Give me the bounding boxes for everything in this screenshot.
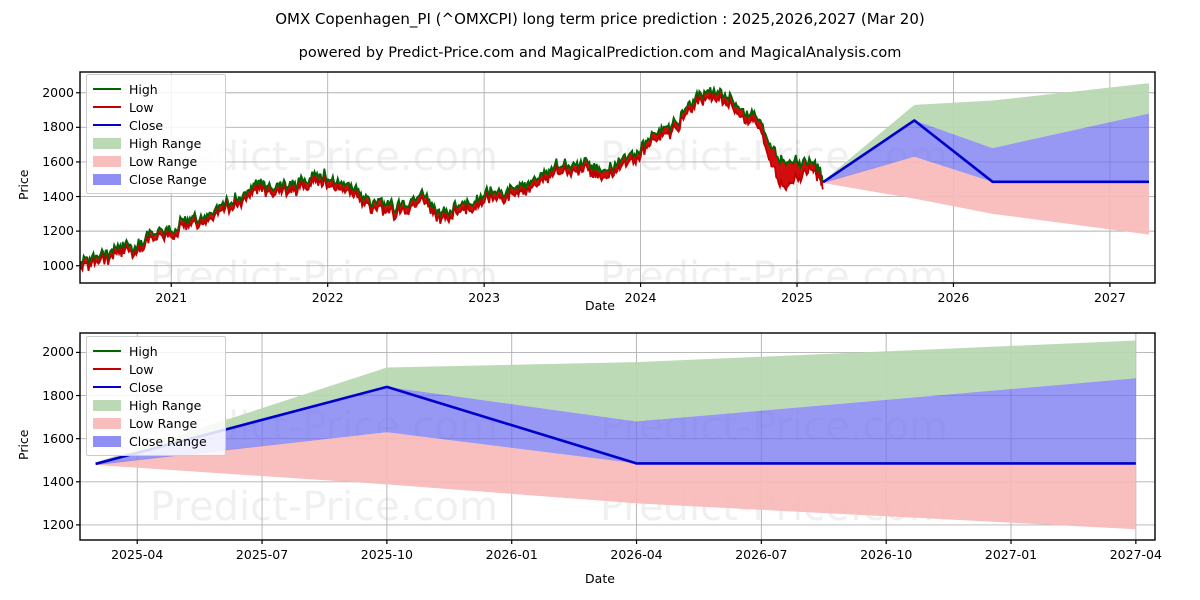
top-chart-x-tick-label: 2024 [624, 290, 657, 305]
bottom-chart-x-tick-label: 2027-04 [1109, 547, 1162, 562]
top-chart-y-tick-label: 1400 [42, 188, 74, 204]
legend-patch-swatch [93, 173, 121, 185]
top-chart-y-tick-label: 1600 [42, 153, 74, 169]
legend-patch-swatch [93, 399, 121, 411]
legend-item-label: Low Range [129, 153, 198, 169]
legend-line-swatch [93, 350, 121, 352]
bottom-chart-x-tick-label: 2026-01 [485, 547, 538, 562]
legend-item-label: Close [129, 117, 164, 133]
top-chart-legend-item: Low [93, 98, 218, 116]
top-chart-x-tick-label: 2022 [311, 290, 344, 305]
legend-patch-swatch [93, 155, 121, 167]
legend-line-swatch [93, 88, 121, 90]
legend-item-label: High Range [129, 135, 202, 151]
bottom-chart-y-tick-label: 1600 [42, 430, 74, 446]
legend-patch-swatch [93, 417, 121, 429]
bottom-chart-y-tick-label: 1200 [42, 516, 74, 532]
svg-text:Predict-Price.com: Predict-Price.com [150, 484, 498, 530]
bottom-chart-y-tick-label: 1400 [42, 473, 74, 489]
bottom-chart-legend-item: Low Range [93, 414, 218, 432]
legend-line-swatch [93, 386, 121, 388]
svg-text:Predict-Price.com: Predict-Price.com [600, 254, 948, 300]
legend-item-label: Low [129, 361, 154, 377]
page-subtitle: powered by Predict-Price.com and Magical… [298, 45, 902, 61]
bottom-chart-x-tick-label: 2025-07 [235, 547, 289, 562]
bottom-chart-legend-item: Close [93, 378, 218, 396]
top-chart-y-tick-label: 2000 [42, 84, 74, 100]
top-chart-y-tick-label: 1800 [42, 119, 74, 135]
legend-item-label: Low Range [129, 415, 198, 431]
bottom-chart-x-tick-label: 2026-10 [860, 547, 913, 562]
legend-item-label: High Range [129, 397, 202, 413]
top-chart-y-tick-label: 1200 [42, 223, 74, 239]
legend-patch-swatch [93, 435, 121, 447]
legend-item-label: Close [129, 379, 164, 395]
top-chart-x-tick-label: 2026 [937, 290, 970, 305]
legend-item-label: Close Range [129, 171, 207, 187]
top-chart-panel: Predict-Price.com Predict-Price.com Predic… [16, 71, 1156, 313]
bottom-chart-legend: High Low Close High Range Low Range Close Ran… [86, 336, 226, 456]
legend-patch-swatch [93, 137, 121, 149]
top-chart-legend-item: Close [93, 116, 218, 134]
bottom-chart-x-tick-label: 2026-07 [735, 547, 788, 562]
bottom-chart-x-tick-label: 2026-04 [610, 547, 663, 562]
bottom-chart-legend-item: Close Range [93, 432, 218, 450]
top-chart-legend: High Low Close High Range Low Range Close Ran… [86, 74, 226, 194]
top-chart-legend-item: High [93, 80, 218, 98]
top-chart-x-axis-label: Date [585, 298, 615, 313]
bottom-chart-panel: Predict-Price.comPredict-Price.comPredic… [0, 320, 1200, 600]
page-title: OMX Copenhagen_PI (^OMXCPI) long term pr… [275, 10, 925, 28]
legend-item-label: High [129, 81, 158, 97]
bottom-chart-canvas: Predict-Price.comPredict-Price.comPredic… [76, 332, 1156, 544]
legend-item-label: Low [129, 99, 154, 115]
bottom-chart-legend-item: Low [93, 360, 218, 378]
top-chart-x-tick-label: 2023 [468, 290, 501, 305]
legend-item-label: High [129, 343, 158, 359]
top-chart-legend-item: High Range [93, 134, 218, 152]
bottom-chart-legend-item: High [93, 342, 218, 360]
top-chart-x-tick-label: 2027 [1093, 290, 1126, 305]
legend-line-swatch [93, 124, 121, 126]
top-chart-legend-item: Close Range [93, 170, 218, 188]
bottom-chart-legend-item: High Range [93, 396, 218, 414]
svg-text:Predict-Price.com: Predict-Price.com [150, 254, 498, 300]
bottom-chart-x-tick-label: 2027-01 [984, 547, 1038, 562]
top-chart-x-tick-label: 2025 [781, 290, 813, 305]
bottom-chart-x-tick-label: 2025-04 [111, 547, 164, 562]
top-chart-legend-item: Low Range [93, 152, 218, 170]
bottom-chart-y-tick-label: 2000 [42, 344, 74, 360]
legend-line-swatch [93, 368, 121, 370]
bottom-chart-x-tick-label: 2025-10 [360, 547, 413, 562]
bottom-chart-y-tick-label: 1800 [42, 387, 74, 403]
top-chart-y-tick-label: 1000 [42, 257, 74, 273]
legend-line-swatch [93, 106, 121, 108]
bottom-chart-x-axis-label: Date [585, 571, 615, 586]
legend-item-label: Close Range [129, 433, 207, 449]
top-chart-x-tick-label: 2021 [155, 290, 188, 305]
